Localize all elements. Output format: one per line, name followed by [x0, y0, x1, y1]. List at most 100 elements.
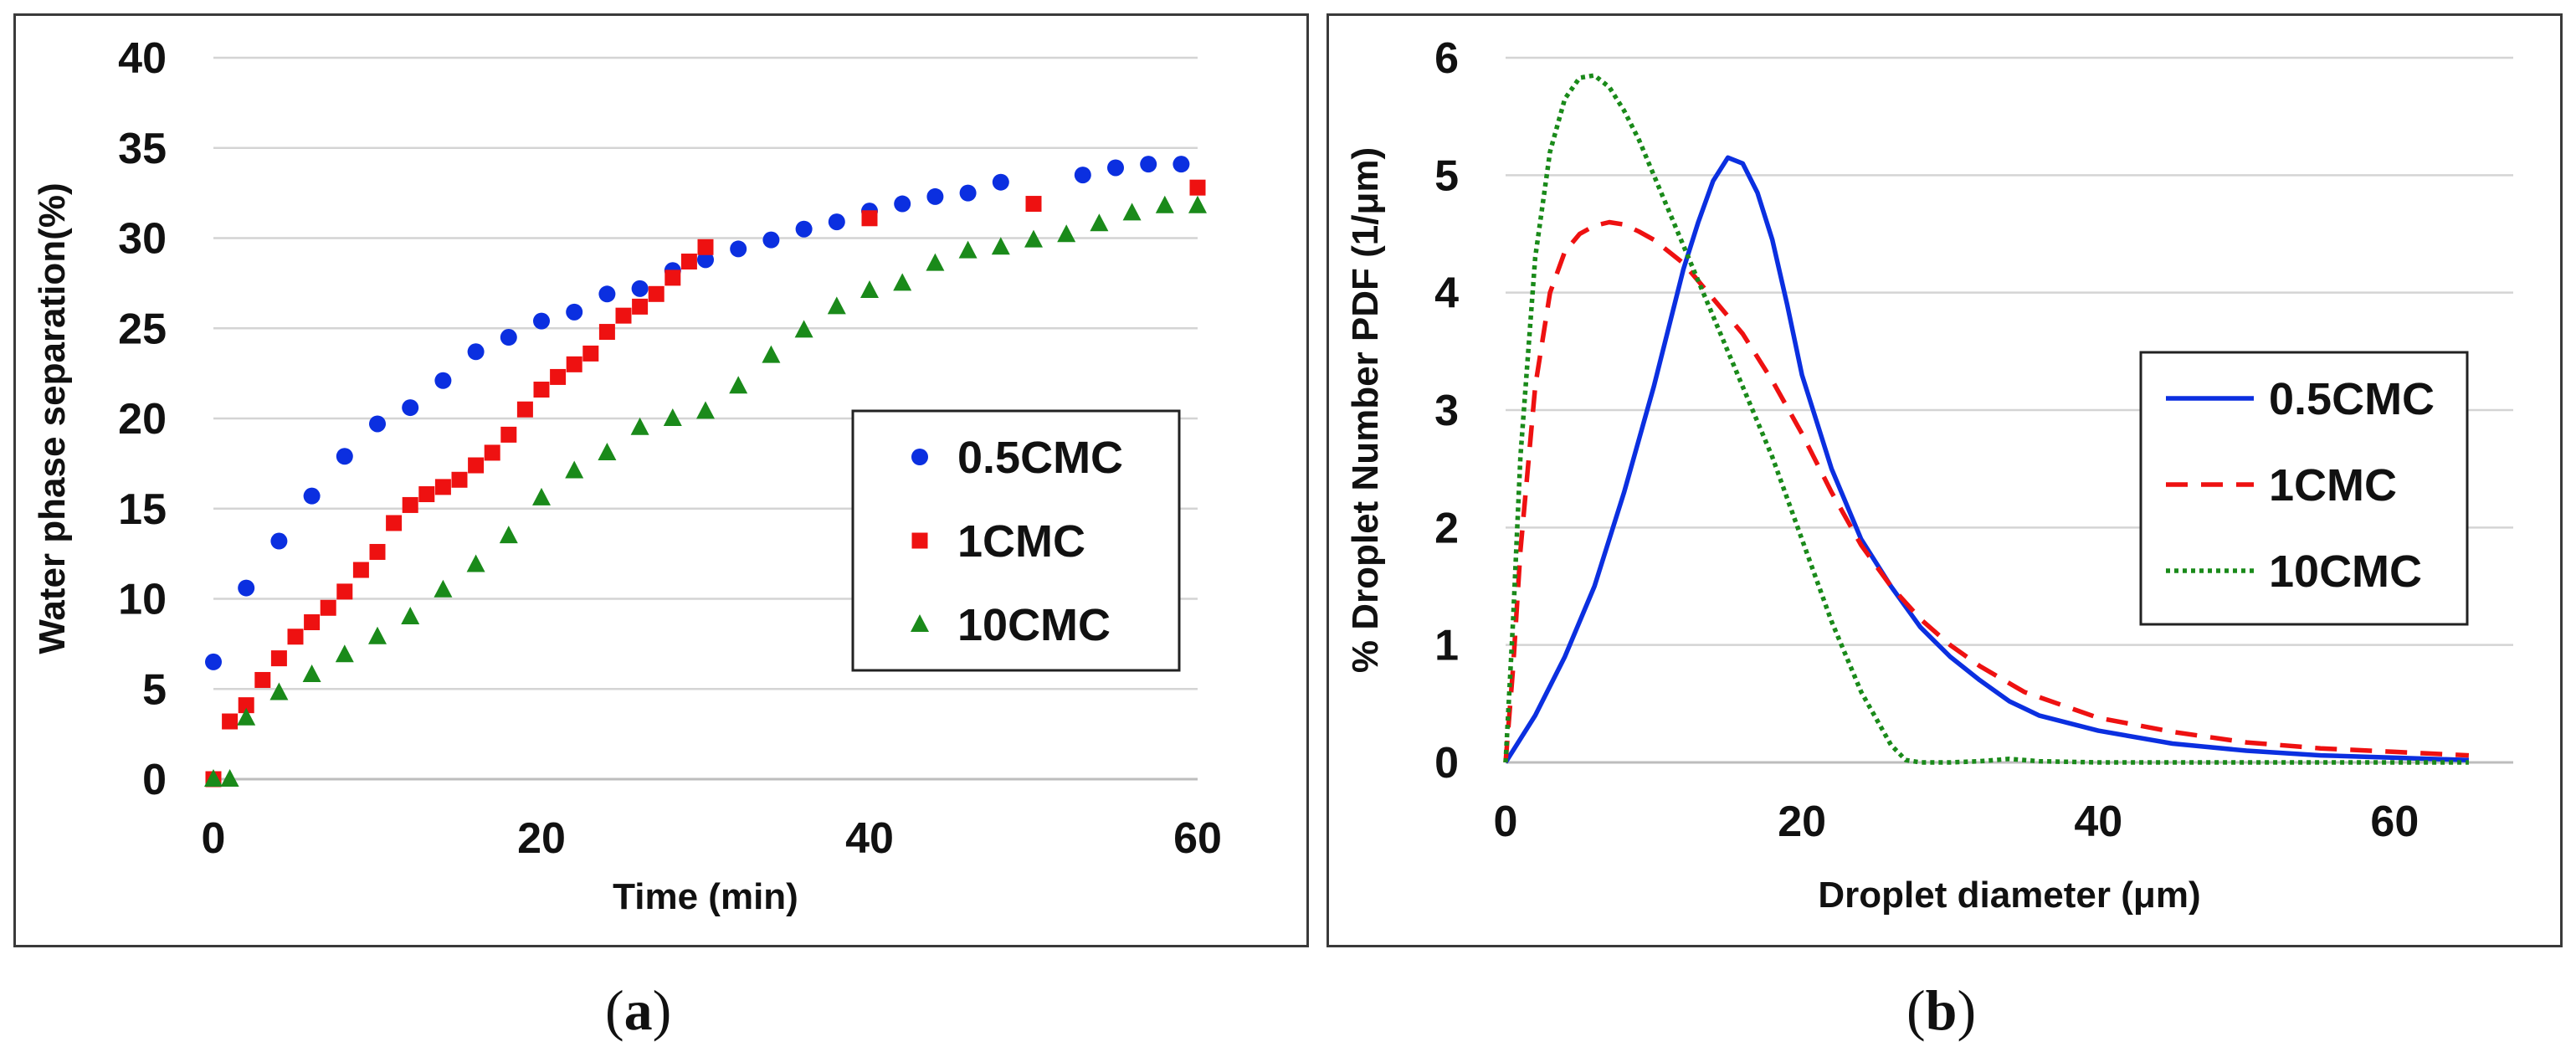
point-a-0.5CMC-8 [467, 343, 485, 361]
point-a-1CMC-4 [270, 650, 287, 667]
chart-panel-a: 0 5 10 15 20 25 30 35 40 0 20 40 60 Time (min) Water p… [13, 13, 1309, 947]
legend-label-b-10CMC: 10CMC [2269, 546, 2422, 597]
point-a-10CMC-14 [630, 417, 649, 435]
point-a-0.5CMC-9 [500, 329, 517, 346]
x-tick-label-b-1: 20 [1778, 798, 1826, 846]
point-a-1CMC-22 [566, 356, 582, 372]
point-a-1CMC-9 [352, 562, 369, 578]
chart-panel-b: 0 1 2 3 4 5 6 0 20 40 60 Droplet diameter (μm)% Dro… [1326, 13, 2563, 947]
point-a-10CMC-6 [368, 626, 387, 644]
point-a-1CMC-24 [598, 324, 615, 341]
point-a-10CMC-13 [598, 442, 617, 460]
point-a-10CMC-24 [958, 240, 978, 259]
point-a-1CMC-28 [665, 269, 681, 286]
point-a-0.5CMC-27 [1140, 156, 1157, 173]
point-a-0.5CMC-23 [959, 184, 977, 202]
legend-box-a [851, 409, 1181, 672]
point-a-1CMC-31 [861, 210, 878, 227]
point-a-1CMC-18 [500, 426, 517, 443]
point-a-0.5CMC-22 [926, 187, 944, 205]
point-a-1CMC-19 [516, 401, 533, 418]
point-a-1CMC-12 [402, 496, 418, 513]
legend-marker-a-1CMC [911, 532, 928, 549]
point-a-1CMC-6 [304, 614, 321, 631]
point-a-1CMC-21 [550, 368, 567, 385]
y-axis-label-a: Water phase separation(%) [32, 182, 73, 654]
point-a-0.5CMC-0 [205, 653, 222, 670]
point-a-10CMC-16 [696, 401, 715, 419]
x-tick-label-a-0: 0 [202, 814, 226, 863]
point-a-1CMC-10 [369, 543, 386, 560]
x-tick-label-b-3: 60 [2370, 798, 2419, 846]
point-a-10CMC-31 [1188, 195, 1207, 213]
point-a-10CMC-23 [926, 253, 945, 271]
y-tick-label-a-7: 35 [118, 125, 167, 173]
point-a-10CMC-11 [532, 487, 551, 505]
point-a-1CMC-8 [336, 583, 353, 600]
chart-a-svg: 0 5 10 15 20 25 30 35 40 0 20 40 60 Time (min) Water p… [32, 34, 1222, 917]
y-tick-label-a-0: 0 [142, 756, 167, 804]
point-a-1CMC-26 [632, 298, 649, 315]
series-line-b-1CMC [1503, 219, 2470, 763]
point-a-0.5CMC-21 [894, 195, 911, 213]
x-tick-label-b-2: 40 [2074, 798, 2122, 846]
point-a-1CMC-3 [254, 671, 271, 688]
point-a-10CMC-5 [335, 644, 354, 663]
y-tick-label-a-2: 10 [118, 576, 167, 624]
point-a-1CMC-1 [222, 713, 239, 730]
point-a-1CMC-29 [680, 254, 697, 270]
x-axis-label-b: Droplet diameter (μm) [1818, 875, 2200, 916]
point-a-10CMC-15 [663, 408, 682, 426]
y-tick-label-a-4: 20 [118, 395, 167, 444]
legend-marker-a-0.5CMC [911, 449, 928, 465]
point-a-1CMC-16 [468, 457, 485, 474]
y-tick-label-a-3: 15 [118, 485, 167, 534]
point-a-0.5CMC-13 [631, 280, 649, 297]
point-a-10CMC-12 [565, 460, 584, 479]
x-tick-label-b-0: 0 [1494, 798, 1518, 846]
point-a-1CMC-14 [434, 479, 451, 495]
point-a-10CMC-3 [269, 682, 289, 700]
series-line-b-10CMC [1503, 73, 2469, 765]
y-tick-label-b-3: 3 [1434, 387, 1459, 435]
point-a-10CMC-1 [220, 769, 239, 787]
y-tick-label-b-1: 1 [1434, 622, 1459, 670]
point-a-10CMC-28 [1090, 213, 1109, 232]
point-a-10CMC-9 [466, 554, 485, 572]
point-a-0.5CMC-4 [336, 448, 353, 465]
y-tick-label-b-0: 0 [1434, 739, 1459, 788]
point-a-10CMC-20 [827, 296, 846, 315]
point-a-1CMC-32 [1025, 196, 1042, 213]
point-a-0.5CMC-28 [1173, 156, 1190, 173]
point-a-1CMC-20 [533, 382, 550, 398]
point-a-10CMC-26 [1024, 229, 1043, 248]
point-a-10CMC-27 [1057, 224, 1076, 243]
point-a-0.5CMC-2 [270, 532, 288, 550]
point-a-10CMC-17 [729, 376, 748, 394]
caption-a-label: a [623, 978, 653, 1042]
point-a-1CMC-15 [451, 471, 468, 488]
point-a-0.5CMC-7 [434, 372, 452, 389]
point-a-1CMC-25 [615, 307, 632, 324]
y-axis-label-b: % Droplet Number PDF (1/μm) [1345, 147, 1386, 673]
point-a-0.5CMC-6 [402, 399, 419, 417]
y-tick-label-b-4: 4 [1434, 269, 1459, 318]
y-tick-label-b-5: 5 [1434, 151, 1459, 200]
point-a-1CMC-23 [582, 345, 599, 362]
point-a-10CMC-30 [1155, 195, 1174, 213]
legend-label-b-1CMC: 1CMC [2269, 460, 2397, 511]
point-a-1CMC-5 [287, 629, 304, 645]
point-a-1CMC-7 [320, 599, 336, 616]
y-tick-label-a-1: 5 [142, 665, 167, 714]
legend-label-a-1CMC: 1CMC [957, 516, 1085, 567]
point-a-0.5CMC-19 [828, 213, 845, 231]
y-tick-label-b-6: 6 [1434, 34, 1459, 83]
point-a-1CMC-13 [418, 486, 435, 503]
point-a-0.5CMC-12 [598, 285, 616, 303]
legend-label-a-10CMC: 10CMC [957, 600, 1111, 650]
point-a-10CMC-19 [794, 320, 813, 338]
point-a-1CMC-30 [697, 239, 714, 255]
point-a-10CMC-18 [762, 345, 781, 363]
legend-label-a-0.5CMC: 0.5CMC [957, 433, 1123, 483]
